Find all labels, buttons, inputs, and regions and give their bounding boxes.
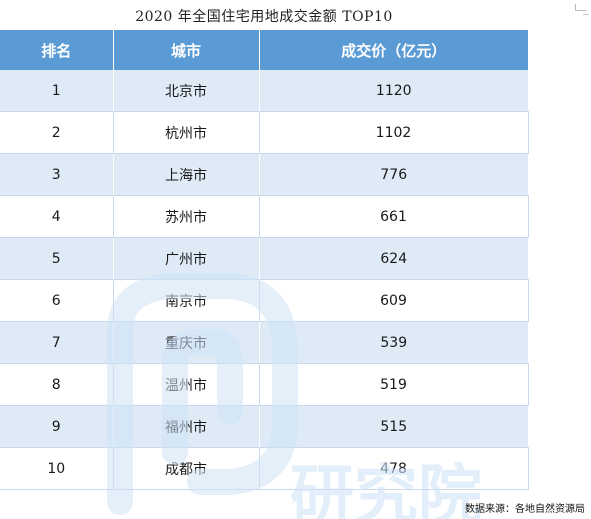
header-city: 城市 <box>113 30 260 70</box>
table-row: 7 重庆市 539 <box>0 321 528 364</box>
data-source-note: 数据来源：各地自然资源局 <box>465 504 585 515</box>
table-row: 5 广州市 624 <box>0 237 528 280</box>
rank-cell: 3 <box>0 153 114 196</box>
header-rank: 排名 <box>0 30 114 70</box>
ranking-table: 排名 城市 成交价（亿元） 1 北京市 1120 2 杭州市 1102 3 上海… <box>0 30 529 490</box>
value-cell: 776 <box>259 153 528 196</box>
rank-cell: 9 <box>0 405 114 448</box>
value-cell: 478 <box>259 447 529 490</box>
rank-cell: 10 <box>0 447 114 490</box>
value-cell: 1120 <box>259 70 528 112</box>
rank-cell: 6 <box>0 279 114 322</box>
table-row: 9 福州市 515 <box>0 405 528 448</box>
page-title: 2020 年全国住宅用地成交金额 TOP10 <box>135 9 393 25</box>
city-cell: 广州市 <box>113 237 260 280</box>
rank-cell: 4 <box>0 195 114 238</box>
value-cell: 539 <box>259 321 528 364</box>
city-cell: 苏州市 <box>113 195 260 238</box>
rank-cell: 2 <box>0 111 114 154</box>
value-cell: 1102 <box>259 111 529 154</box>
table-row: 2 杭州市 1102 <box>0 111 529 154</box>
value-cell: 515 <box>259 405 528 448</box>
rank-cell: 8 <box>0 363 114 406</box>
table-row: 4 苏州市 661 <box>0 195 529 238</box>
city-cell: 上海市 <box>113 153 260 196</box>
rank-cell: 7 <box>0 321 114 364</box>
city-cell: 北京市 <box>113 70 260 112</box>
value-cell: 519 <box>259 363 529 406</box>
corner-mark <box>575 4 586 11</box>
rank-cell: 5 <box>0 237 114 280</box>
value-cell: 661 <box>259 195 529 238</box>
table-row: 1 北京市 1120 <box>0 70 528 112</box>
city-cell: 福州市 <box>113 405 260 448</box>
city-cell: 南京市 <box>113 279 260 322</box>
table-row: 3 上海市 776 <box>0 153 528 196</box>
value-cell: 609 <box>259 279 529 322</box>
city-cell: 杭州市 <box>113 111 260 154</box>
table-row: 6 南京市 609 <box>0 279 529 322</box>
value-cell: 624 <box>259 237 528 280</box>
table-header-row: 排名 城市 成交价（亿元） <box>0 30 528 70</box>
corner-mark-line <box>583 14 589 15</box>
city-cell: 温州市 <box>113 363 260 406</box>
city-cell: 成都市 <box>113 447 260 490</box>
rank-cell: 1 <box>0 70 114 112</box>
header-value: 成交价（亿元） <box>259 30 528 70</box>
table-row: 10 成都市 478 <box>0 447 529 490</box>
table-row: 8 温州市 519 <box>0 363 529 406</box>
city-cell: 重庆市 <box>113 321 260 364</box>
